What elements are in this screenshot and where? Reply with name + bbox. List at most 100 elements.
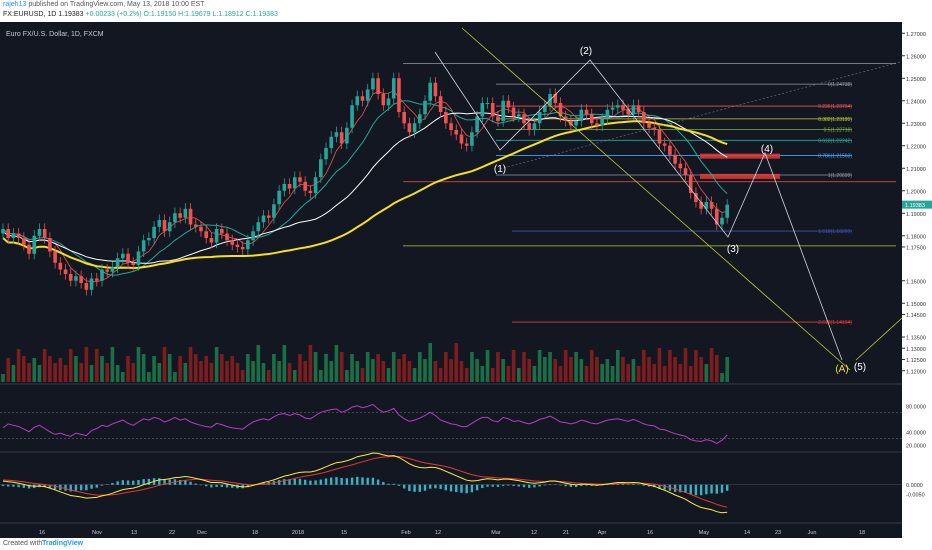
volume-bar (626, 364, 630, 382)
time-tick-label: Dec (197, 530, 207, 536)
candle-body (115, 258, 120, 268)
macd-histogram-bar (163, 479, 166, 485)
candle-body (490, 103, 495, 117)
volume-bar (74, 356, 78, 382)
candle-body (407, 123, 412, 133)
macd-histogram-bar (402, 484, 406, 489)
candle-body (522, 114, 526, 124)
candle-body (720, 217, 724, 225)
volume-bar (569, 357, 573, 382)
price-tick-label: 1.16000 (906, 279, 926, 285)
macd-histogram-bar (231, 484, 234, 488)
time-tick-label: Mar (491, 530, 501, 536)
candle-body (1, 229, 5, 234)
volume-bar (27, 363, 31, 382)
trend-line (499, 61, 901, 170)
candle-body (178, 213, 182, 218)
macd-histogram-bar (543, 484, 547, 486)
volume-bar (678, 364, 683, 382)
macd-histogram-bar (418, 484, 421, 492)
macd-histogram-bar (189, 481, 192, 485)
tradingview-logo[interactable]: TradingView (42, 540, 84, 547)
volume-bar (683, 348, 688, 382)
volume-bar (397, 359, 401, 382)
volume-bar (485, 350, 490, 382)
candle-body (256, 222, 261, 232)
candle-body (511, 107, 516, 117)
volume-bar (287, 363, 292, 382)
volume-bar (720, 373, 724, 382)
macd-histogram-bar (658, 484, 661, 489)
candle-body (480, 103, 485, 117)
symbol-name: FX:EURUSD, 1D (3, 11, 57, 18)
time-tick-label: Feb (401, 530, 410, 536)
price-tick-label: 1.21000 (906, 167, 926, 173)
volume-bar (173, 372, 177, 382)
rsi-tick-label: 40.0000 (906, 430, 926, 436)
macd-histogram-bar (528, 484, 531, 488)
volume-bar (490, 368, 495, 382)
candle-body (631, 105, 636, 115)
volume-bar (589, 350, 594, 382)
volume-bar (501, 359, 505, 382)
resistance-zone (700, 173, 780, 179)
volume-bar (324, 354, 328, 382)
volume-bar (579, 359, 584, 382)
time-tick-label: 18 (859, 530, 865, 536)
volume-bar (136, 347, 141, 382)
created-with-text: Created with (3, 540, 43, 547)
volume-bar (548, 352, 552, 382)
macd-histogram-bar (725, 484, 729, 491)
macd-histogram-bar (17, 484, 20, 488)
candle-body (688, 175, 693, 193)
price-tick-label: 1.26000 (906, 54, 926, 60)
time-tick-label: 12 (531, 530, 537, 536)
time-tick-label: Nov (92, 530, 102, 536)
volume-bar (292, 370, 297, 382)
fib-level-label: 2.618(1.14164) (818, 320, 852, 326)
macd-histogram-bar (356, 476, 359, 485)
macd-histogram-bar (627, 484, 630, 485)
macd-histogram-bar (220, 484, 224, 487)
volume-bar (386, 368, 391, 382)
price-tick-label: 1.22000 (906, 144, 926, 150)
published-text: published on TradingView.com, May 13, 20… (28, 1, 205, 8)
macd-histogram-bar (517, 484, 520, 487)
volume-bar (157, 363, 162, 382)
volume-bar (94, 349, 99, 382)
volume-bar (126, 356, 130, 382)
author-link[interactable]: rajeh13 (3, 1, 27, 8)
volume-bar (553, 359, 558, 382)
price-tick-label: 1.18000 (906, 234, 926, 240)
volume-bar (600, 364, 604, 382)
macd-histogram-bar (444, 484, 448, 491)
ohlc-low: L:1.18912 (212, 11, 244, 18)
trend-line (461, 27, 851, 371)
wave-label: (1) (494, 164, 506, 175)
candle-body (563, 116, 568, 121)
ma-slow-line (2, 112, 728, 264)
candle-body (141, 240, 146, 252)
volume-bar (449, 359, 453, 382)
macd-histogram-bar (580, 484, 583, 487)
candle-body (32, 235, 37, 254)
macd-histogram-bar (512, 484, 515, 487)
volume-bar (558, 366, 563, 382)
time-tick-label: 15 (341, 530, 347, 536)
volume-bar (339, 352, 344, 382)
macd-histogram-bar (387, 483, 390, 485)
volume-bar (537, 350, 542, 382)
candle-body (173, 213, 177, 223)
candle-body (89, 278, 94, 290)
volume-bar (230, 356, 235, 382)
price-chart-svg[interactable]: 0(1.24738) 0.236(1.23764) 0.382(1.23195) 0.… (0, 22, 932, 538)
candle-body (673, 154, 677, 164)
candle-body (433, 82, 438, 97)
volume-bar (298, 354, 302, 382)
rsi-line (2, 403, 728, 444)
candle-body (464, 143, 469, 146)
candle-body (11, 233, 16, 238)
candle-body (501, 100, 505, 121)
candle-body (496, 116, 500, 121)
